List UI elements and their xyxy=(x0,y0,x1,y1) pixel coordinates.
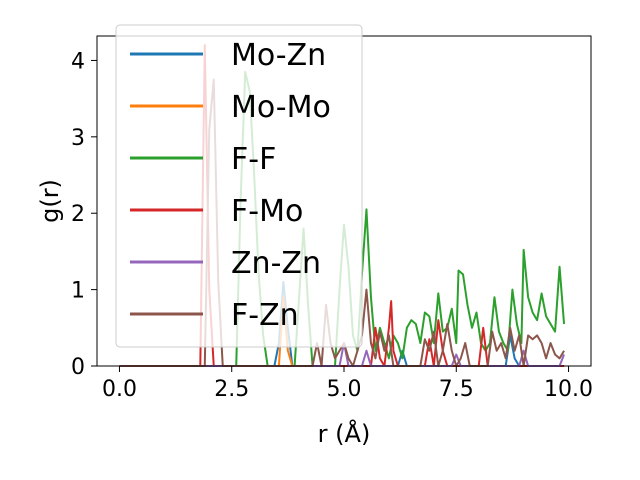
x-tick-label: 10.0 xyxy=(544,377,593,402)
y-tick-label: 3 xyxy=(71,126,85,151)
x-axis-label: r (Å) xyxy=(318,419,371,448)
x-axis-ticks: 0.0 2.5 5.0 7.5 10.0 xyxy=(102,366,593,402)
legend-label-f-f: F-F xyxy=(231,142,276,177)
y-tick-label: 4 xyxy=(71,49,85,74)
y-tick-label: 2 xyxy=(71,202,85,227)
legend-label-mo-mo: Mo-Mo xyxy=(231,90,331,125)
legend-label-f-mo: F-Mo xyxy=(231,194,303,229)
y-tick-label: 1 xyxy=(71,279,85,304)
legend-items: Mo-Zn Mo-Mo F-F F-Mo Zn-Zn F-Zn xyxy=(130,38,331,333)
legend-label-mo-zn: Mo-Zn xyxy=(231,38,326,73)
x-tick-label: 7.5 xyxy=(439,377,474,402)
legend-label-zn-zn: Zn-Zn xyxy=(231,246,321,281)
legend: Mo-Zn Mo-Mo F-F F-Mo Zn-Zn F-Zn xyxy=(115,24,363,348)
x-tick-label: 2.5 xyxy=(214,377,249,402)
legend-label-f-zn: F-Zn xyxy=(231,298,299,333)
y-axis-label: g(r) xyxy=(36,179,64,223)
y-tick-label: 0 xyxy=(71,355,85,380)
x-tick-label: 0.0 xyxy=(102,377,137,402)
x-tick-label: 5.0 xyxy=(327,377,362,402)
y-axis-ticks: 0 1 2 3 4 xyxy=(71,49,97,380)
